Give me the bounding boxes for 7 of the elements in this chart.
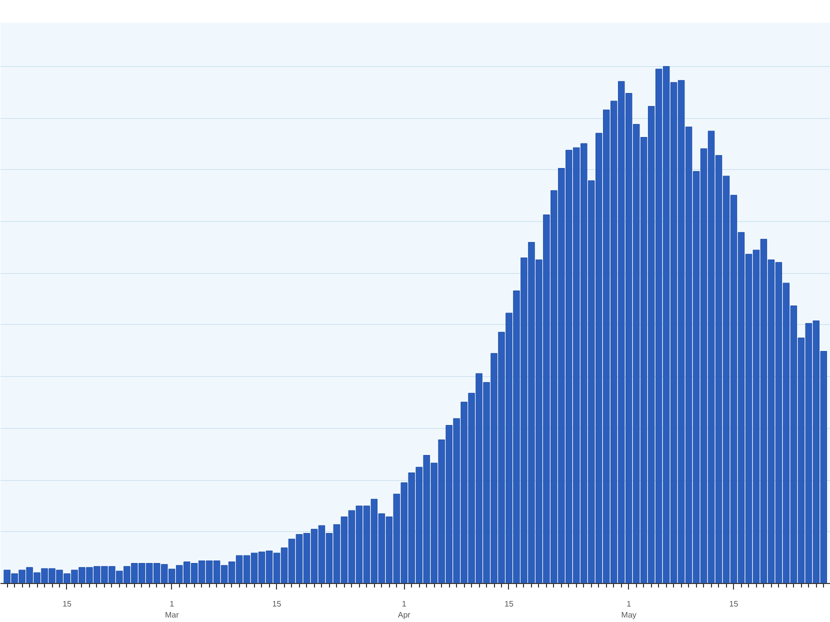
x-tick-label: 15: [272, 600, 282, 608]
x-tick-label: 15: [62, 600, 72, 608]
x-tick-label: 1 Apr: [398, 600, 411, 620]
x-tick-label: 15: [729, 600, 739, 608]
x-tick-label: 1 Mar: [164, 600, 180, 620]
x-tick-label: 15: [504, 600, 514, 608]
x-tick-label: 1 May: [621, 600, 636, 620]
